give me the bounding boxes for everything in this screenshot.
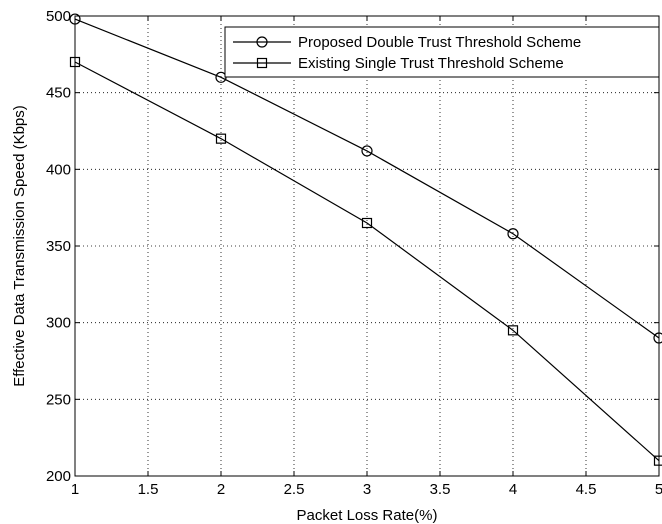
legend-item-proposed: Proposed Double Trust Threshold Scheme <box>233 34 581 51</box>
legend-label-proposed: Proposed Double Trust Threshold Scheme <box>298 34 581 51</box>
legend-box <box>224 26 660 78</box>
y-tick-label: 400 <box>46 161 71 178</box>
data-point-square <box>361 217 373 229</box>
y-tick-label: 200 <box>46 468 71 485</box>
x-tick-label: 1.5 <box>138 481 159 498</box>
x-tick-label: 2.5 <box>284 481 305 498</box>
axis-ticks: 1 1.5 2 2.5 3 3.5 4 4.5 5 200 250 300 350 400 450 500 <box>46 8 662 498</box>
series-line <box>74 18 660 339</box>
x-tick-label: 3 <box>363 481 371 498</box>
legend-marker-square <box>256 57 268 69</box>
x-axis-title: Packet Loss Rate(%) <box>297 507 438 524</box>
data-point-circle <box>361 145 373 157</box>
legend-marker-circle <box>256 36 268 48</box>
x-tick-label: 2 <box>217 481 225 498</box>
x-tick-label: 4.5 <box>576 481 597 498</box>
data-point-square <box>215 133 227 144</box>
y-tick-label: 250 <box>46 391 71 408</box>
legend: Proposed Double Trust Threshold Scheme E… <box>224 26 660 78</box>
y-tick-label: 350 <box>46 238 71 255</box>
y-axis-title: Effective Data Transmission Speed (Kbps) <box>11 105 28 387</box>
data-point-square <box>653 455 662 466</box>
grid-lines <box>75 16 659 476</box>
series-1 <box>69 13 662 344</box>
series-line <box>74 61 660 462</box>
series-layer <box>69 13 662 466</box>
series-2 <box>69 56 662 466</box>
data-point-circle <box>69 13 81 25</box>
x-tick-label: 1 <box>71 481 79 498</box>
y-tick-label: 300 <box>46 315 71 332</box>
x-tick-label: 4 <box>509 481 517 498</box>
data-point-square <box>69 56 81 68</box>
y-tick-label: 500 <box>46 8 71 25</box>
data-point-circle <box>653 332 662 344</box>
legend-label-existing: Existing Single Trust Threshold Scheme <box>298 55 564 72</box>
y-tick-label: 450 <box>46 85 71 102</box>
legend-item-existing: Existing Single Trust Threshold Scheme <box>233 55 564 72</box>
x-tick-label: 5 <box>655 481 662 498</box>
data-point-circle <box>507 228 519 240</box>
x-tick-label: 3.5 <box>430 481 451 498</box>
data-point-square <box>507 325 519 336</box>
